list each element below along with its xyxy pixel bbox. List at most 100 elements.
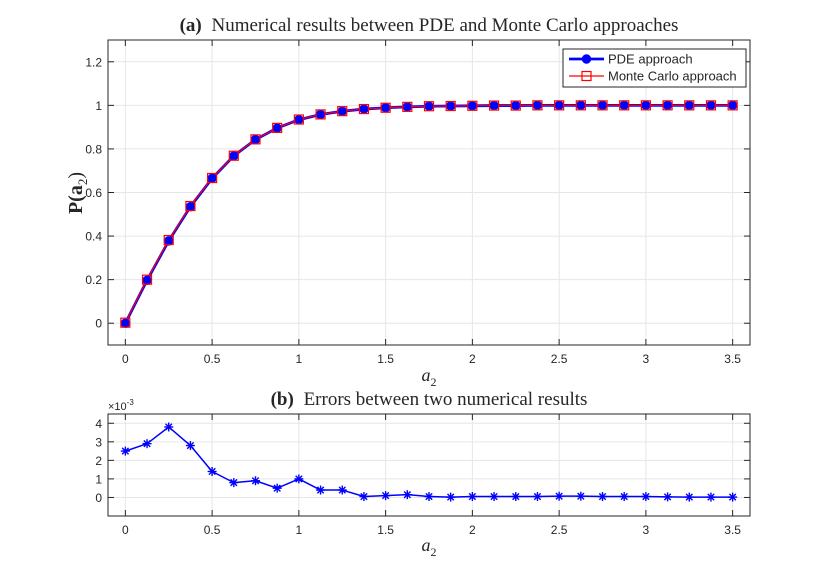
panel-b-series-0-point-15-stroke-3 — [446, 493, 455, 501]
panel-a-title-tag: (a) — [180, 15, 202, 36]
panel-a-series-0-point-24 — [641, 100, 651, 111]
panel-b-series-0-point-13-stroke-3 — [403, 490, 412, 499]
panel-b-series-0-point-15 — [446, 492, 456, 502]
panel-b-series-0-point-5 — [229, 478, 239, 488]
panel-b-y-scale-factor: ×10-3 — [108, 398, 134, 413]
panel-a-y-label: P(a2) — [65, 172, 90, 214]
panel-b-series-0-point-18-stroke-3 — [512, 492, 520, 501]
panel-a-series-0-point-20 — [554, 100, 564, 111]
panel-a-series-1-point-23 — [619, 100, 630, 111]
panel-a-series — [120, 100, 738, 328]
panel-b-series-0-point-17-stroke-3 — [490, 492, 498, 501]
panel-b-series-0-point-0 — [120, 446, 130, 456]
panel-a-x-tick-label-3: 1.5 — [377, 352, 394, 366]
panel-a-series-0-point-10 — [337, 106, 347, 116]
legend-item-monte-carlo: Monte Carlo approach — [569, 69, 737, 84]
panel-a-series-1-point-27 — [705, 100, 717, 111]
panel-a-series-0-point-13 — [402, 102, 413, 112]
panel-a-series-0-point-22 — [597, 100, 608, 111]
panel-a-series-1-point-25 — [662, 100, 673, 111]
panel-a-x-tick-label-1: 0.5 — [204, 352, 221, 366]
panel-b-x-tick-label-6: 3 — [643, 523, 650, 537]
panel-a-y-tick-label-5: 1 — [95, 99, 102, 113]
panel-b-series-0-point-24-stroke-3 — [642, 492, 650, 501]
panel-a-series-1-point-20 — [554, 100, 565, 111]
panel-b-series-0-point-13 — [402, 490, 412, 500]
panel-b-series-0-point-26-stroke-3 — [685, 493, 693, 501]
panel-a-series-0-point-1 — [142, 275, 152, 285]
panel-a-title-text: Numerical results between PDE and Monte … — [211, 15, 678, 36]
panel-a-series-0-point-8 — [294, 115, 304, 125]
panel-b-x-label-base: a — [422, 535, 431, 555]
panel-a-y-label-sub: 2 — [75, 179, 90, 186]
panel-b-series-0-point-12-stroke-3 — [381, 491, 390, 500]
panel-b-x-label: a2 — [422, 535, 437, 559]
panel-a-ticks: 0 0.5 1 1.5 2 2.5 3 3.5 0 0.2 0.4 0.6 0.8 1 1.2 — [85, 40, 750, 366]
panel-b-series-0-point-6-stroke-3 — [251, 477, 260, 485]
panel-a-series-0-point-28 — [727, 100, 738, 111]
panel-b-title: (b) Errors between two numerical results — [271, 389, 588, 410]
legend-pde-label: PDE approach — [608, 52, 693, 67]
panel-b-series-0-point-9 — [316, 485, 326, 495]
panel-a-series-1-point-9 — [315, 109, 326, 120]
panel-a-series-0-point-23 — [619, 100, 629, 111]
panel-a-y-tick-label-4: 0.8 — [85, 142, 102, 156]
panel-a-series-1-point-24 — [640, 100, 651, 111]
panel-a-series-1-point-16 — [467, 100, 478, 111]
panel-b-series-0-point-23 — [619, 492, 629, 502]
panel-a-series-1-point-4 — [207, 172, 218, 184]
panel-b-title-tag: (b) — [271, 389, 294, 410]
panel-a-series-1-point-13 — [402, 101, 413, 112]
panel-b-series-0-point-22-stroke-3 — [598, 492, 607, 501]
panel-b-series-0-point-26 — [684, 492, 694, 502]
panel-b-series-0-point-10-stroke-3 — [338, 486, 346, 494]
panel-a-series-0-point-7 — [272, 123, 282, 133]
panel-b-series-0-point-14 — [424, 492, 434, 502]
panel-b-series-0-point-24 — [641, 492, 651, 502]
panel-b-series-0-point-8-stroke-3 — [295, 475, 303, 483]
panel-b-x-tick-label-4: 2 — [469, 523, 476, 537]
panel-a-y-label-end: ) — [65, 172, 87, 179]
panel-b-series-0-point-21-stroke-3 — [577, 492, 585, 500]
panel-a-series-1-point-17 — [488, 100, 500, 111]
panel-b-series-0-point-25-stroke-3 — [663, 493, 672, 501]
panel-b-series-0-point-8 — [294, 474, 304, 484]
panel-a-series-0-point-15 — [445, 101, 456, 111]
panel-b-series-0-point-10 — [337, 485, 347, 495]
panel-a-x-label-sub: 2 — [431, 375, 437, 389]
panel-a-x-tick-label-6: 3 — [643, 352, 650, 366]
panel-a-series-1-point-3 — [185, 200, 196, 212]
panel-b-x-tick-label-1: 0.5 — [204, 523, 221, 537]
panel-a-series-0-point-0 — [120, 318, 131, 328]
panel-b-axes-box — [107, 413, 751, 517]
panel-a-x-tick-label-7: 3.5 — [724, 352, 741, 366]
panel-a-series-1-point-6 — [250, 134, 261, 145]
panel-b-series-0-point-11 — [359, 492, 369, 502]
panel-b-x-tick-label-0: 0 — [122, 523, 129, 537]
panel-a-series-0-point-18 — [511, 100, 521, 111]
panel-b-ticks: 0 0.5 1 1.5 2 2.5 3 3.5 0 1 2 3 4 — [95, 414, 750, 537]
panel-b-series-0-point-7-stroke-3 — [273, 484, 281, 492]
panel-b-series-0-point-3 — [185, 441, 195, 451]
panel-b-x-tick-label-5: 2.5 — [551, 523, 568, 537]
panel-a-series-0-point-2 — [164, 236, 174, 246]
panel-b-series-0-point-2 — [164, 422, 174, 432]
panel-b-series-0-point-4 — [207, 466, 217, 476]
panel-a-series-1-point-11 — [358, 103, 370, 115]
panel-b-y-tick-label-0: 0 — [95, 491, 102, 505]
panel-b-y-tick-label-4: 4 — [95, 417, 102, 431]
panel-a-title: (a) Numerical results between PDE and Mo… — [180, 15, 679, 36]
panel-b-series-0-point-12 — [381, 491, 391, 501]
panel-a-series-0-point-11 — [359, 104, 369, 114]
panel-b-x-label-sub: 2 — [431, 545, 437, 559]
panel-a-series-1-point-8 — [293, 114, 304, 125]
panel-a-series-1-markers — [120, 100, 738, 328]
panel-b-series-0-point-20-stroke-3 — [555, 492, 563, 500]
panel-a-series-1-point-10 — [337, 106, 348, 117]
panel-a-grid — [108, 40, 750, 345]
panel-b-series-0-point-6 — [250, 476, 260, 486]
panel-b-series-0-point-3-stroke-3 — [186, 441, 195, 450]
panel-a-y-tick-label-6: 1.2 — [85, 55, 102, 69]
panel-a-series-1-point-22 — [597, 100, 608, 111]
